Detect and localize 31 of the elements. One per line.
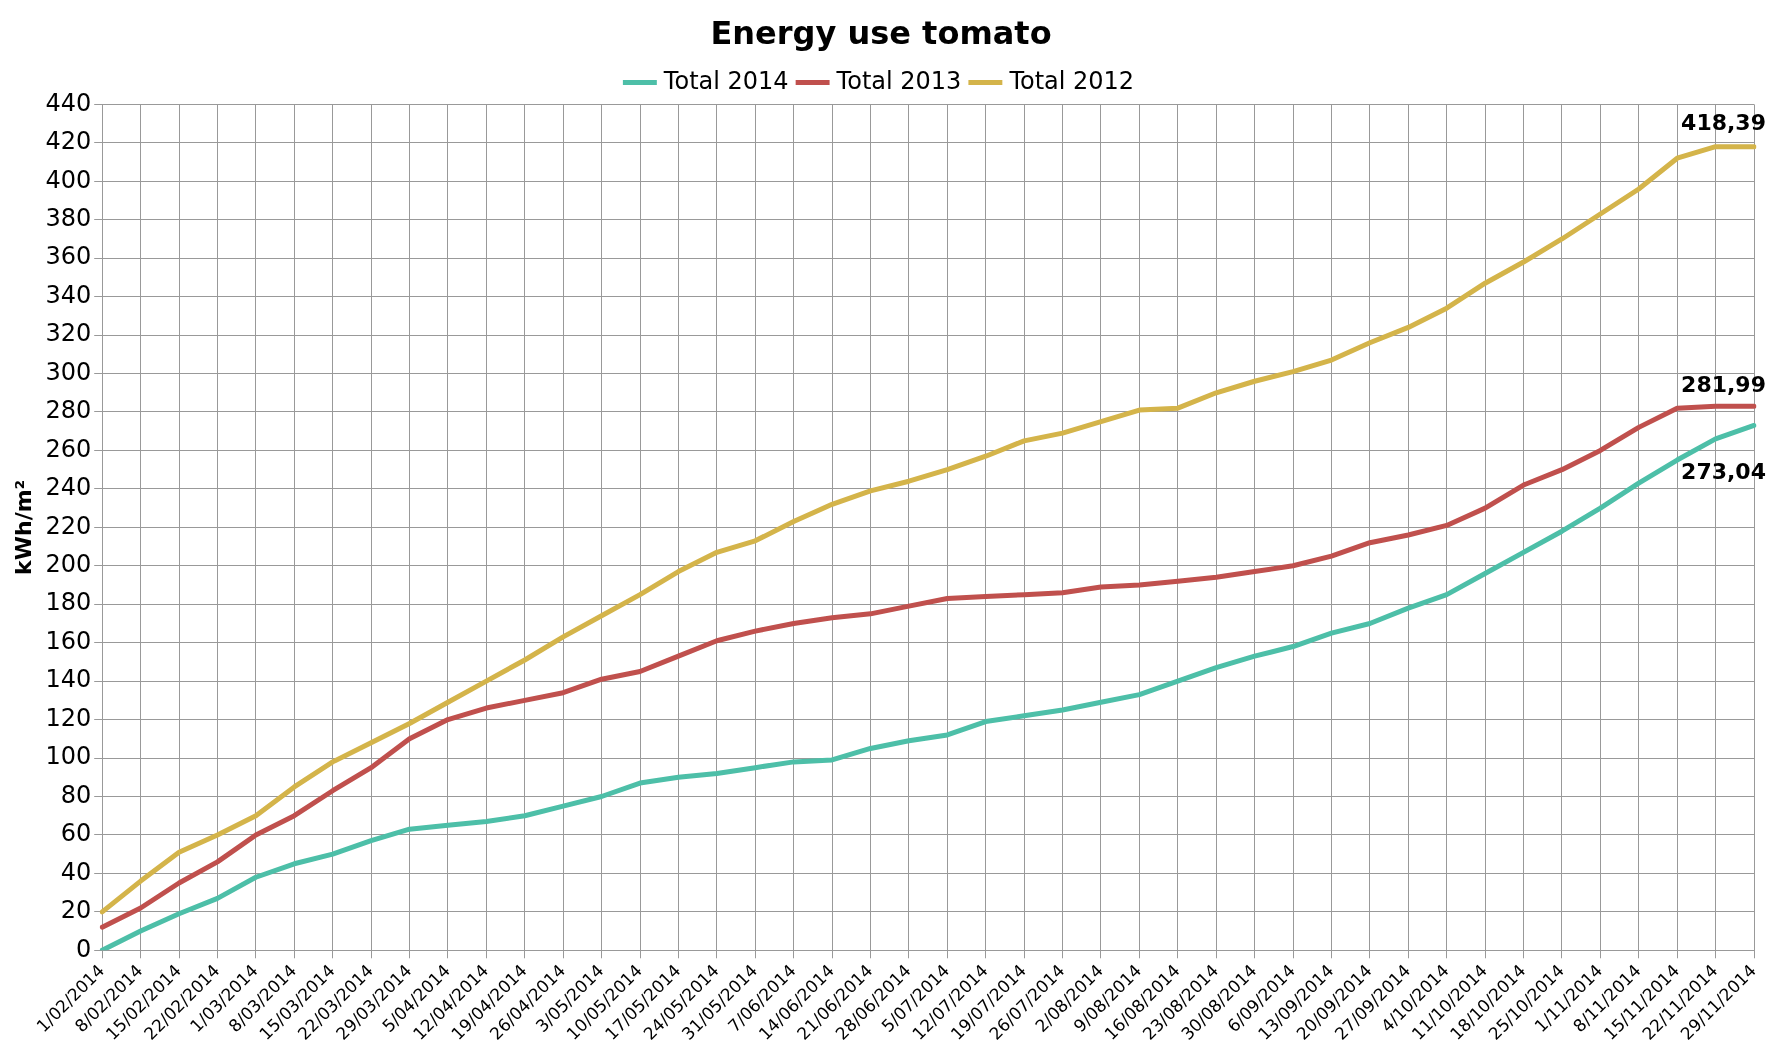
legend-label: Total 2014 [662,66,789,95]
y-tick-label: 200 [45,550,92,579]
y-tick-label: 140 [45,665,92,694]
y-tick-label: 220 [45,511,92,540]
y-tick-label: 100 [45,742,92,771]
y-tick-label: 40 [60,857,92,886]
y-tick-label: 320 [45,319,92,348]
y-tick-label: 300 [45,357,92,386]
y-tick-label: 120 [45,703,92,732]
annotation: 418,39 [1681,109,1766,135]
legend-label: Total 2012 [1008,66,1135,95]
y-tick-label: 180 [45,588,92,617]
y-tick-label: 340 [45,280,92,309]
y-tick-label: 80 [60,780,92,809]
y-tick-label: 240 [45,473,92,502]
y-tick-label: 260 [45,434,92,463]
y-tick-label: 160 [45,626,92,655]
y-tick-label: 0 [75,934,92,963]
y-axis-title: kWh/m² [10,479,36,575]
y-tick-label: 400 [45,165,92,194]
legend-label: Total 2013 [835,66,962,95]
annotation: 273,04 [1681,459,1766,485]
annotation: 281,99 [1681,371,1766,397]
y-tick-label: 60 [60,819,92,848]
y-tick-label: 380 [45,203,92,232]
chart-title: Energy use tomato [710,13,1052,52]
y-tick-label: 280 [45,396,92,425]
y-tick-label: 420 [45,127,92,156]
y-tick-label: 440 [45,88,92,117]
y-tick-label: 20 [60,896,92,925]
y-tick-label: 360 [45,242,92,271]
